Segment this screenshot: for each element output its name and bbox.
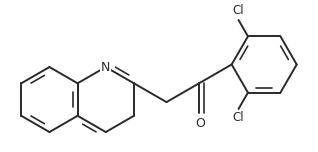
- Text: Cl: Cl: [233, 111, 244, 124]
- Text: O: O: [195, 117, 205, 130]
- Text: N: N: [101, 60, 110, 74]
- Text: Cl: Cl: [233, 4, 244, 17]
